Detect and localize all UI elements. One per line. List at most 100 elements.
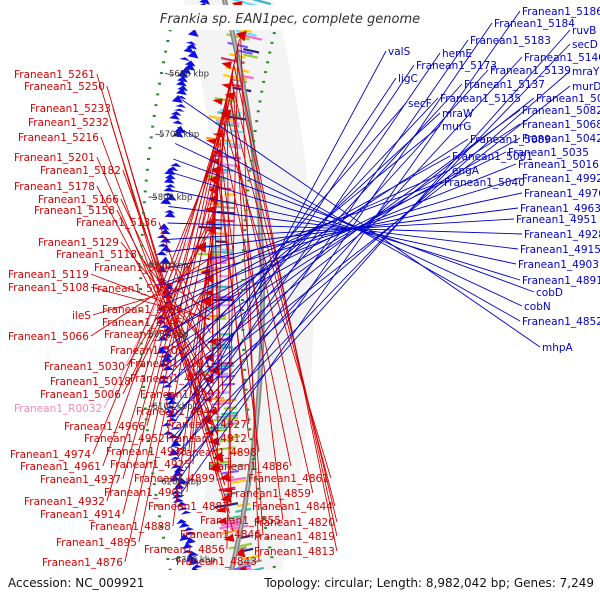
right-feature-label: Franean1_5173 — [416, 60, 497, 72]
left-feature-label: Franean1_4912 — [166, 433, 247, 445]
forward-gene-arrow — [223, 533, 235, 542]
title-background — [130, 5, 450, 30]
left-leader-line — [122, 115, 226, 480]
scale-tick — [148, 196, 157, 199]
right-leader-line — [164, 163, 517, 304]
right-leader-line — [178, 22, 493, 481]
right-leader-line — [166, 109, 521, 370]
reverse-gene-arrow — [183, 527, 195, 532]
reverse-gene-arrow — [163, 186, 175, 192]
reverse-gene-arrow — [176, 519, 188, 525]
right-feature-label: Franean1_5186 — [522, 6, 600, 18]
feature-stripe — [215, 224, 229, 228]
feature-stripe — [226, 463, 245, 469]
feature-stripe — [215, 240, 228, 244]
forward-gene-arrow — [216, 517, 227, 524]
minor-tick — [256, 487, 260, 490]
right-leader-line — [164, 177, 521, 286]
reverse-gene-arrow — [169, 114, 180, 120]
reverse-gene-arrow — [186, 43, 198, 50]
minor-tick — [243, 219, 247, 222]
reverse-gene-arrow — [185, 537, 196, 545]
minor-tick — [168, 568, 172, 571]
minor-tick — [156, 93, 160, 96]
minor-tick — [161, 61, 165, 64]
right-feature-label: Franean1_4915 — [520, 244, 600, 256]
reverse-gene-arrow — [171, 94, 183, 103]
minor-tick — [142, 201, 146, 204]
minor-tick — [154, 493, 158, 496]
reverse-gene-arrow — [176, 76, 188, 83]
right-feature-label: Franean1_5140 — [524, 52, 600, 64]
left-feature-label: Franean1_5080 — [92, 283, 173, 295]
minor-tick — [166, 557, 170, 560]
right-feature-label: Franean1_4891 — [522, 275, 600, 287]
minor-tick — [159, 71, 163, 74]
left-feature-label: Franean1_5030 — [44, 361, 125, 373]
reverse-gene-arrow — [167, 166, 179, 171]
scale-tick — [148, 404, 157, 407]
reverse-gene-arrow — [170, 490, 182, 495]
minor-tick — [139, 331, 143, 334]
right-leader-line — [167, 102, 407, 379]
left-feature-label: Franean1_5136 — [76, 217, 157, 229]
minor-tick — [241, 259, 245, 262]
reverse-gene-arrow — [180, 510, 192, 515]
right-feature-label: Franean1_4852 — [522, 316, 600, 328]
genome-summary-text: Topology: circular; Length: 8,982,042 bp… — [263, 576, 594, 590]
accession-text: Accession: NC_009921 — [8, 576, 144, 590]
reverse-gene-arrow — [174, 125, 186, 134]
reverse-gene-arrow — [187, 551, 198, 557]
reverse-gene-arrow — [160, 197, 172, 205]
left-feature-label: Franean1_5233 — [30, 103, 111, 115]
feature-stripe — [203, 372, 229, 377]
left-feature-label: Franean1_4991 — [130, 358, 211, 370]
left-leader-line — [100, 136, 222, 463]
feature-stripe — [244, 34, 263, 41]
left-leader-line — [231, 72, 264, 535]
reverse-gene-arrow — [173, 108, 185, 112]
minor-tick — [243, 368, 247, 371]
right-leader-line — [171, 172, 521, 281]
left-feature-label: Franean1_5232 — [28, 117, 109, 129]
minor-tick — [252, 139, 256, 142]
left-leader-line — [122, 80, 232, 515]
right-leader-line — [167, 222, 523, 235]
left-feature-label: Franean1_5201 — [14, 152, 95, 164]
reverse-gene-arrow — [183, 46, 195, 54]
reverse-gene-arrow — [172, 470, 184, 478]
left-leader-line — [240, 34, 260, 562]
minor-tick — [145, 429, 149, 432]
reverse-gene-arrow — [170, 111, 182, 116]
reverse-gene-arrow — [164, 209, 176, 214]
right-feature-label: Franean1_5099 — [536, 93, 600, 105]
minor-tick — [249, 159, 253, 162]
minor-tick — [148, 147, 152, 150]
reverse-gene-arrow — [160, 237, 172, 243]
minor-tick — [258, 100, 262, 103]
minor-tick — [252, 458, 256, 461]
forward-gene-arrow — [219, 472, 231, 482]
scale-tick-label: 5800 kbp — [152, 193, 192, 203]
minor-tick — [256, 110, 260, 113]
minor-tick — [140, 244, 144, 247]
reverse-gene-arrow — [175, 88, 187, 96]
minor-tick — [272, 32, 276, 35]
scale-tick-label: 6000 kbp — [148, 330, 188, 340]
reverse-gene-arrow — [159, 324, 171, 328]
left-feature-label: Franean1_5033 — [104, 329, 185, 341]
minor-tick — [158, 82, 162, 85]
left-leader-line — [106, 105, 227, 502]
left-feature-label: Franean1_5178 — [14, 181, 95, 193]
reverse-gene-arrow — [158, 379, 170, 384]
reverse-gene-arrow — [182, 542, 194, 550]
minor-tick — [266, 536, 270, 539]
reverse-gene-arrow — [180, 66, 192, 75]
minor-tick — [250, 149, 254, 152]
right-feature-label: Franean1_5042 — [522, 133, 600, 145]
left-feature-label: Franean1_4859 — [230, 488, 311, 500]
minor-tick — [147, 157, 151, 160]
